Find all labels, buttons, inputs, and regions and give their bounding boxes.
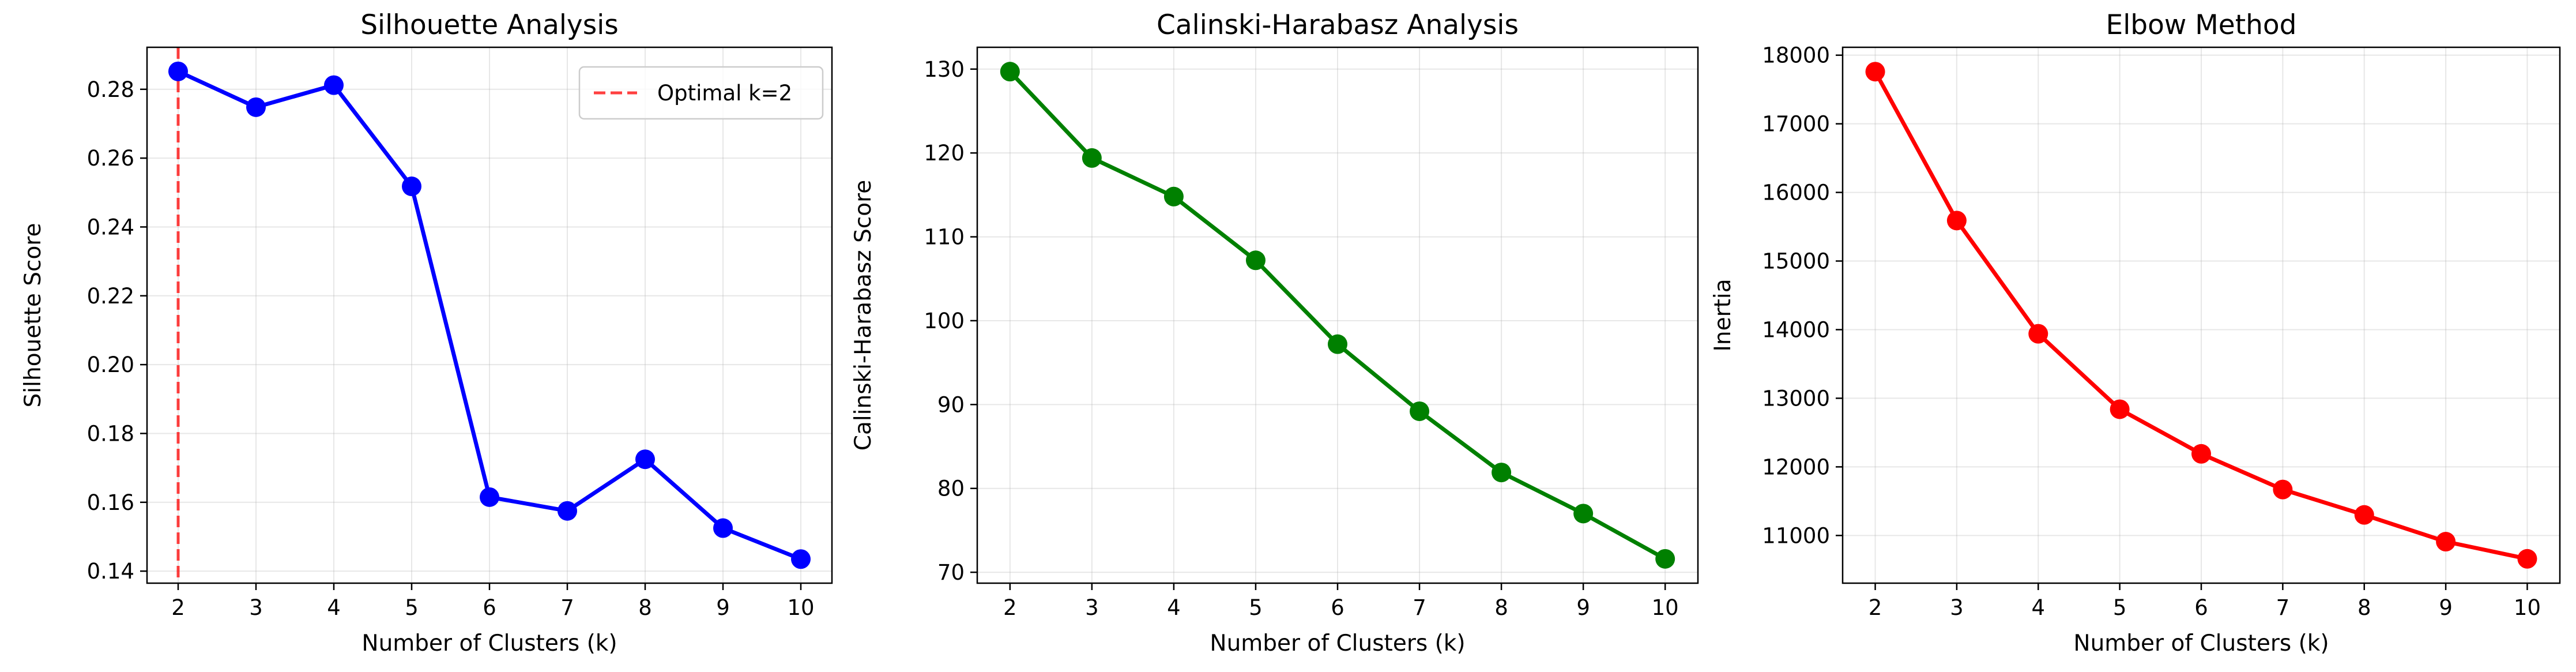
x-tick-label: 5 [1249,595,1263,620]
y-tick-label: 130 [924,57,965,82]
y-axis-label: Calinski-Harabasz Score [850,180,876,451]
data-point [1492,463,1512,483]
y-tick-label: 13000 [1762,386,1830,411]
x-tick-label: 9 [1576,595,1590,620]
data-point [1082,148,1102,168]
y-axis-label: Silhouette Score [20,223,46,408]
plot-area [1843,47,2560,583]
x-axis-label: Number of Clusters (k) [1210,630,1465,656]
x-tick-label: 6 [2194,595,2208,620]
x-axis-label: Number of Clusters (k) [2073,630,2329,656]
x-tick-label: 10 [787,595,814,620]
x-tick-label: 7 [2276,595,2290,620]
x-tick-label: 8 [638,595,652,620]
data-point [635,449,655,470]
x-axis-label: Number of Clusters (k) [361,630,617,656]
x-tick-label: 7 [560,595,574,620]
y-tick-label: 0.22 [87,284,134,309]
data-point [1163,186,1184,207]
y-tick-label: 16000 [1762,181,1830,205]
data-point [1865,62,1885,82]
data-point [2028,324,2048,344]
chart-panel-3: 2 3 4 5 6 7 8 9 10 11000 12000 13000 14000 15000 16000… [1710,9,2561,656]
y-tick-label: 80 [937,476,965,501]
y-tick-label: 0.24 [87,215,134,239]
data-point [2191,444,2211,464]
y-tick-label: 120 [924,141,965,166]
x-tick-label: 2 [1869,595,1882,620]
chart-panel-2: 2 3 4 5 6 7 8 9 10 70 80 90 100 110 120 130 Calinski-Har… [850,9,1699,656]
chart-title: Silhouette Analysis [360,9,619,41]
y-tick-label: 15000 [1762,249,1830,274]
x-tick-label: 4 [327,595,341,620]
y-tick-label: 110 [924,225,965,250]
x-tick-label: 8 [2357,595,2371,620]
data-point [2273,479,2293,500]
data-point [1328,334,1347,354]
data-point [1245,250,1266,271]
axes-frame [1841,46,2561,584]
x-tick-label: 2 [1003,595,1017,620]
data-point [2436,532,2456,552]
data-point [713,518,733,538]
data-point [558,501,577,521]
data-point [324,75,344,95]
x-tick-label: 2 [171,595,185,620]
y-tick-label: 0.18 [87,421,134,446]
x-tick-label: 9 [2439,595,2453,620]
data-point [246,97,266,117]
legend-box [578,66,824,120]
x-tick-label: 6 [1331,595,1345,620]
y-tick-label: 12000 [1762,455,1830,479]
y-tick-label: 17000 [1762,112,1830,137]
y-tick-label: 0.16 [87,490,134,515]
data-point [791,549,811,569]
legend-entry: Optimal k=2 [657,81,792,106]
chart-panel-1: 2 3 4 5 6 7 8 9 10 0.14 0.16 0.18 0.20 0.22 0.24 0.26 0.… [20,9,833,656]
y-tick-label: 18000 [1762,43,1830,68]
x-tick-label: 3 [249,595,263,620]
x-tick-label: 4 [2031,595,2045,620]
x-tick-label: 10 [2514,595,2541,620]
y-tick-label: 90 [937,392,965,417]
chart-title: Calinski-Harabasz Analysis [1157,9,1519,41]
x-tick-label: 9 [716,595,730,620]
data-point [2354,505,2374,525]
y-tick-label: 0.14 [87,559,134,584]
data-point [2517,549,2537,569]
chart-title: Elbow Method [2106,9,2297,41]
y-tick-label: 0.26 [87,146,134,171]
plot-area [977,47,1698,583]
x-tick-label: 3 [1950,595,1964,620]
data-point [1573,504,1594,524]
y-axis-label: Inertia [1710,279,1736,351]
axes-frame [146,46,833,584]
y-tick-label: 0.28 [87,77,134,102]
data-point [1655,549,1675,569]
x-tick-label: 10 [1652,595,1679,620]
x-tick-label: 8 [1494,595,1508,620]
axes-frame [976,46,1699,584]
data-point [480,487,499,507]
x-tick-label: 3 [1085,595,1099,620]
data-point [1410,401,1430,421]
y-tick-label: 14000 [1762,317,1830,342]
data-point [1946,211,1967,231]
data-point [1000,62,1020,82]
x-tick-label: 6 [483,595,496,620]
x-tick-label: 5 [2113,595,2127,620]
y-tick-label: 0.20 [87,352,134,377]
y-tick-label: 100 [924,309,965,333]
x-tick-label: 7 [1413,595,1426,620]
data-point [168,61,188,81]
x-tick-label: 5 [405,595,419,620]
data-point [402,177,421,197]
y-tick-label: 11000 [1762,523,1830,548]
y-tick-label: 70 [937,560,965,585]
data-point [2110,399,2130,419]
x-tick-label: 4 [1167,595,1181,620]
